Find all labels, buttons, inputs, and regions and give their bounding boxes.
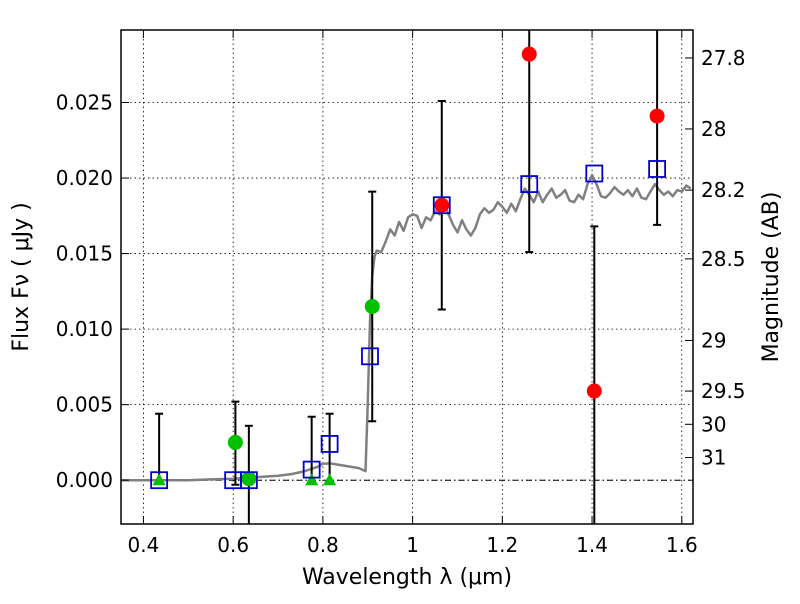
data-point-circle [521, 46, 537, 62]
magnitude-tick-label: 28.5 [701, 247, 746, 271]
model-band-square [648, 160, 667, 178]
model-band-square [302, 460, 321, 479]
data-point-triangle [305, 473, 319, 486]
x-axis-label: Wavelength λ (μm) [302, 565, 512, 590]
model-band-square [320, 435, 339, 453]
x-tick-label: 1.6 [666, 533, 698, 557]
data-point-triangle [323, 473, 337, 486]
x-tick-label: 0.4 [128, 533, 160, 557]
data-point-circle [227, 434, 243, 450]
data-point-circle [649, 108, 665, 124]
data-point-circle [434, 197, 450, 213]
x-tick-label: 1.4 [576, 533, 608, 557]
axis-ticks: 0.4 0.6 0.8 1 1.2 1.4 1.6 0.000 0.005 0.010 0.015 0… [56, 30, 746, 557]
model-band-square [239, 471, 258, 490]
data-point-circle [586, 383, 602, 399]
x-tick-label: 0.6 [217, 533, 249, 557]
plot-frame [120, 29, 694, 525]
model-band-square [150, 471, 169, 490]
magnitude-tick-label: 27.8 [701, 46, 746, 70]
magnitude-tick-label: 29.5 [701, 379, 746, 403]
data-point-circle [241, 471, 257, 487]
model-spectrum-layer [121, 173, 692, 482]
magnitude-tick-label: 28.2 [701, 178, 746, 202]
model-spectrum-line [121, 173, 692, 482]
model-band-square [361, 347, 379, 366]
x-tick-label: 1.2 [486, 533, 518, 557]
x-tick-label: 0.8 [307, 533, 339, 557]
model-band-square [585, 164, 604, 183]
y-tick-label: 0.005 [56, 393, 113, 417]
model-band-square [432, 196, 451, 215]
model-band-square [520, 175, 539, 193]
magnitude-tick-label: 31 [701, 446, 726, 470]
data-point-triangle [152, 473, 166, 486]
x-tick-label: 1 [406, 533, 419, 557]
markers-layer [150, 46, 667, 490]
y-tick-label: 0.025 [56, 91, 113, 115]
y-tick-label: 0.010 [56, 317, 113, 341]
magnitude-tick-label: 29 [701, 328, 726, 352]
y-tick-label: 0.020 [56, 166, 113, 190]
y-tick-label: 0.000 [56, 468, 113, 492]
y2-axis-label: Magnitude (AB) [759, 192, 784, 363]
magnitude-tick-label: 28 [701, 117, 726, 141]
y-tick-label: 0.015 [56, 242, 113, 266]
y-axis-label: Flux Fν ( μJy ) [9, 202, 34, 351]
errorbars-layer [155, 30, 662, 524]
data-point-circle [364, 298, 380, 314]
magnitude-tick-label: 30 [701, 412, 726, 436]
